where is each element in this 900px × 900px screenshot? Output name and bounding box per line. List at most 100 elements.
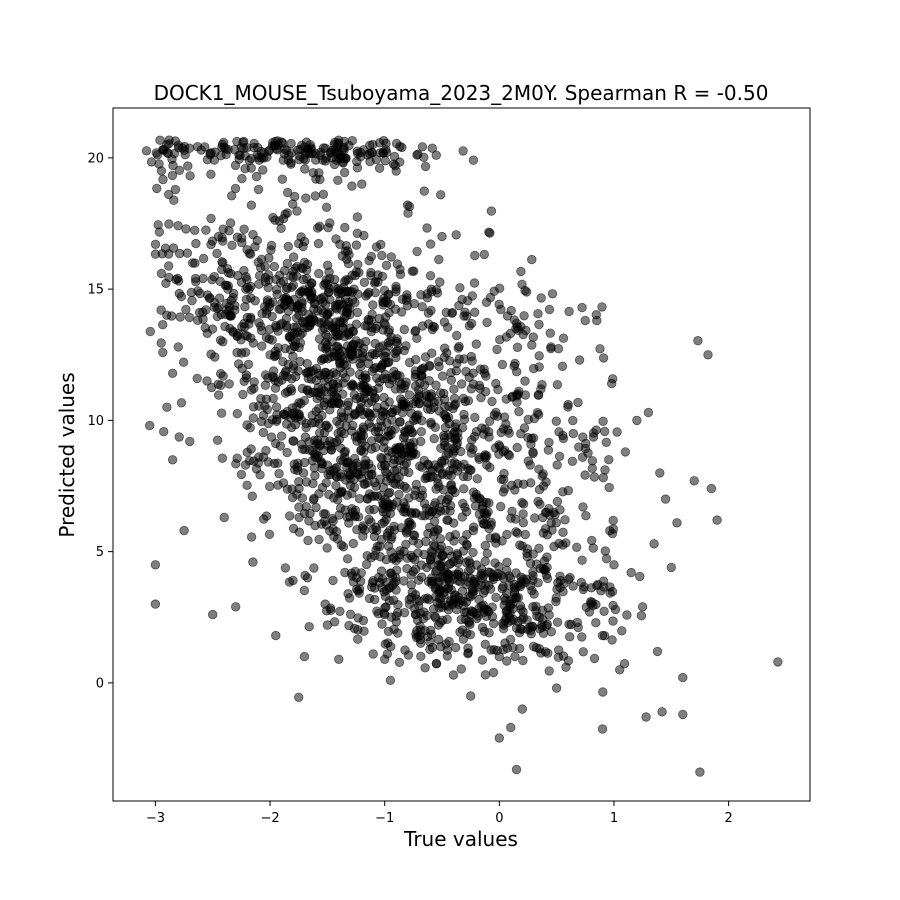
x-tick-label: 2 xyxy=(724,811,732,826)
scatter-point xyxy=(391,138,402,149)
scatter-point xyxy=(426,305,436,316)
scatter-point xyxy=(309,563,319,573)
scatter-point xyxy=(307,410,317,421)
scatter-point xyxy=(326,386,336,397)
scatter-point xyxy=(335,606,345,617)
scatter-point xyxy=(484,580,494,591)
scatter-point xyxy=(299,585,310,596)
scatter-point xyxy=(426,546,436,557)
scatter-point xyxy=(558,333,569,343)
scatter-point xyxy=(253,142,263,153)
scatter-point xyxy=(294,527,305,537)
scatter-point xyxy=(212,311,223,322)
scatter-point xyxy=(254,271,265,281)
scatter-point xyxy=(422,223,432,233)
scatter-point xyxy=(463,643,473,653)
scatter-point xyxy=(574,355,585,365)
scatter-point xyxy=(424,376,434,386)
scatter-point xyxy=(450,399,461,409)
scatter-point xyxy=(534,362,544,372)
scatter-point xyxy=(457,586,468,596)
scatter-point xyxy=(207,324,218,334)
scatter-point xyxy=(619,659,630,669)
scatter-point xyxy=(346,381,357,391)
scatter-point xyxy=(412,393,423,404)
scatter-point xyxy=(345,480,356,491)
scatter-point xyxy=(544,437,554,448)
scatter-point xyxy=(577,452,588,462)
scatter-point xyxy=(399,324,410,335)
scatter-point xyxy=(353,148,363,159)
scatter-point xyxy=(420,474,430,484)
scatter-point xyxy=(551,596,561,607)
scatter-point xyxy=(334,330,345,341)
scatter-point xyxy=(372,402,383,412)
x-tick-label: 0 xyxy=(495,811,503,826)
scatter-point xyxy=(598,473,609,483)
scatter-point xyxy=(226,191,237,201)
scatter-point xyxy=(174,165,185,176)
scatter-point xyxy=(474,594,484,605)
scatter-point xyxy=(296,398,306,409)
scatter-point xyxy=(417,142,428,152)
scatter-point xyxy=(550,509,560,520)
scatter-point xyxy=(218,224,228,234)
scatter-point xyxy=(429,516,440,527)
scatter-point xyxy=(514,406,524,417)
scatter-point xyxy=(339,167,350,178)
scatter-point xyxy=(547,289,558,299)
scatter-point xyxy=(537,471,547,481)
scatter-point xyxy=(636,611,647,621)
scatter-point xyxy=(377,250,387,261)
scatter-point xyxy=(150,239,161,250)
scatter-point xyxy=(221,149,231,160)
scatter-point xyxy=(161,278,171,289)
scatter-point xyxy=(381,555,392,565)
scatter-point xyxy=(396,384,406,394)
scatter-point xyxy=(528,621,538,632)
scatter-point xyxy=(474,509,485,519)
scatter-point xyxy=(655,468,665,478)
scatter-point xyxy=(413,575,424,585)
scatter-point xyxy=(437,468,448,478)
scatter-point xyxy=(610,604,621,615)
scatter-point xyxy=(306,317,317,328)
scatter-point xyxy=(185,171,195,181)
scatter-point xyxy=(364,256,374,266)
scatter-point xyxy=(269,351,280,362)
scatter-point xyxy=(283,359,294,370)
scatter-point xyxy=(486,206,497,216)
scatter-point xyxy=(482,317,492,328)
scatter-point xyxy=(315,428,325,438)
scatter-point xyxy=(310,191,321,201)
scatter-point xyxy=(528,641,539,652)
scatter-point xyxy=(599,606,609,617)
scatter-point xyxy=(245,249,256,259)
scatter-point xyxy=(163,261,174,271)
scatter-point xyxy=(250,296,260,306)
scatter-point xyxy=(362,407,373,418)
scatter-point xyxy=(353,613,363,623)
y-axis: 0 5 10 15 20 xyxy=(87,151,113,691)
scatter-point xyxy=(485,416,495,426)
scatter-point xyxy=(158,427,169,437)
scatter-point xyxy=(541,570,552,580)
scatter-point xyxy=(175,312,185,322)
scatter-point xyxy=(359,626,369,636)
scatter-point xyxy=(264,253,274,263)
scatter-point xyxy=(185,436,195,447)
scatter-point xyxy=(439,352,450,363)
scatter-point xyxy=(465,442,475,453)
scatter-point xyxy=(370,278,380,288)
scatter-point xyxy=(353,634,363,644)
scatter-point xyxy=(641,712,651,722)
scatter-point xyxy=(191,238,201,249)
scatter-point xyxy=(498,487,509,497)
scatter-point xyxy=(350,510,360,521)
scatter-point xyxy=(612,427,622,437)
scatter-point xyxy=(184,312,195,323)
scatter-point xyxy=(565,572,575,583)
scatter-point xyxy=(389,525,400,535)
scatter-point xyxy=(533,390,544,400)
scatter-point xyxy=(416,427,427,437)
